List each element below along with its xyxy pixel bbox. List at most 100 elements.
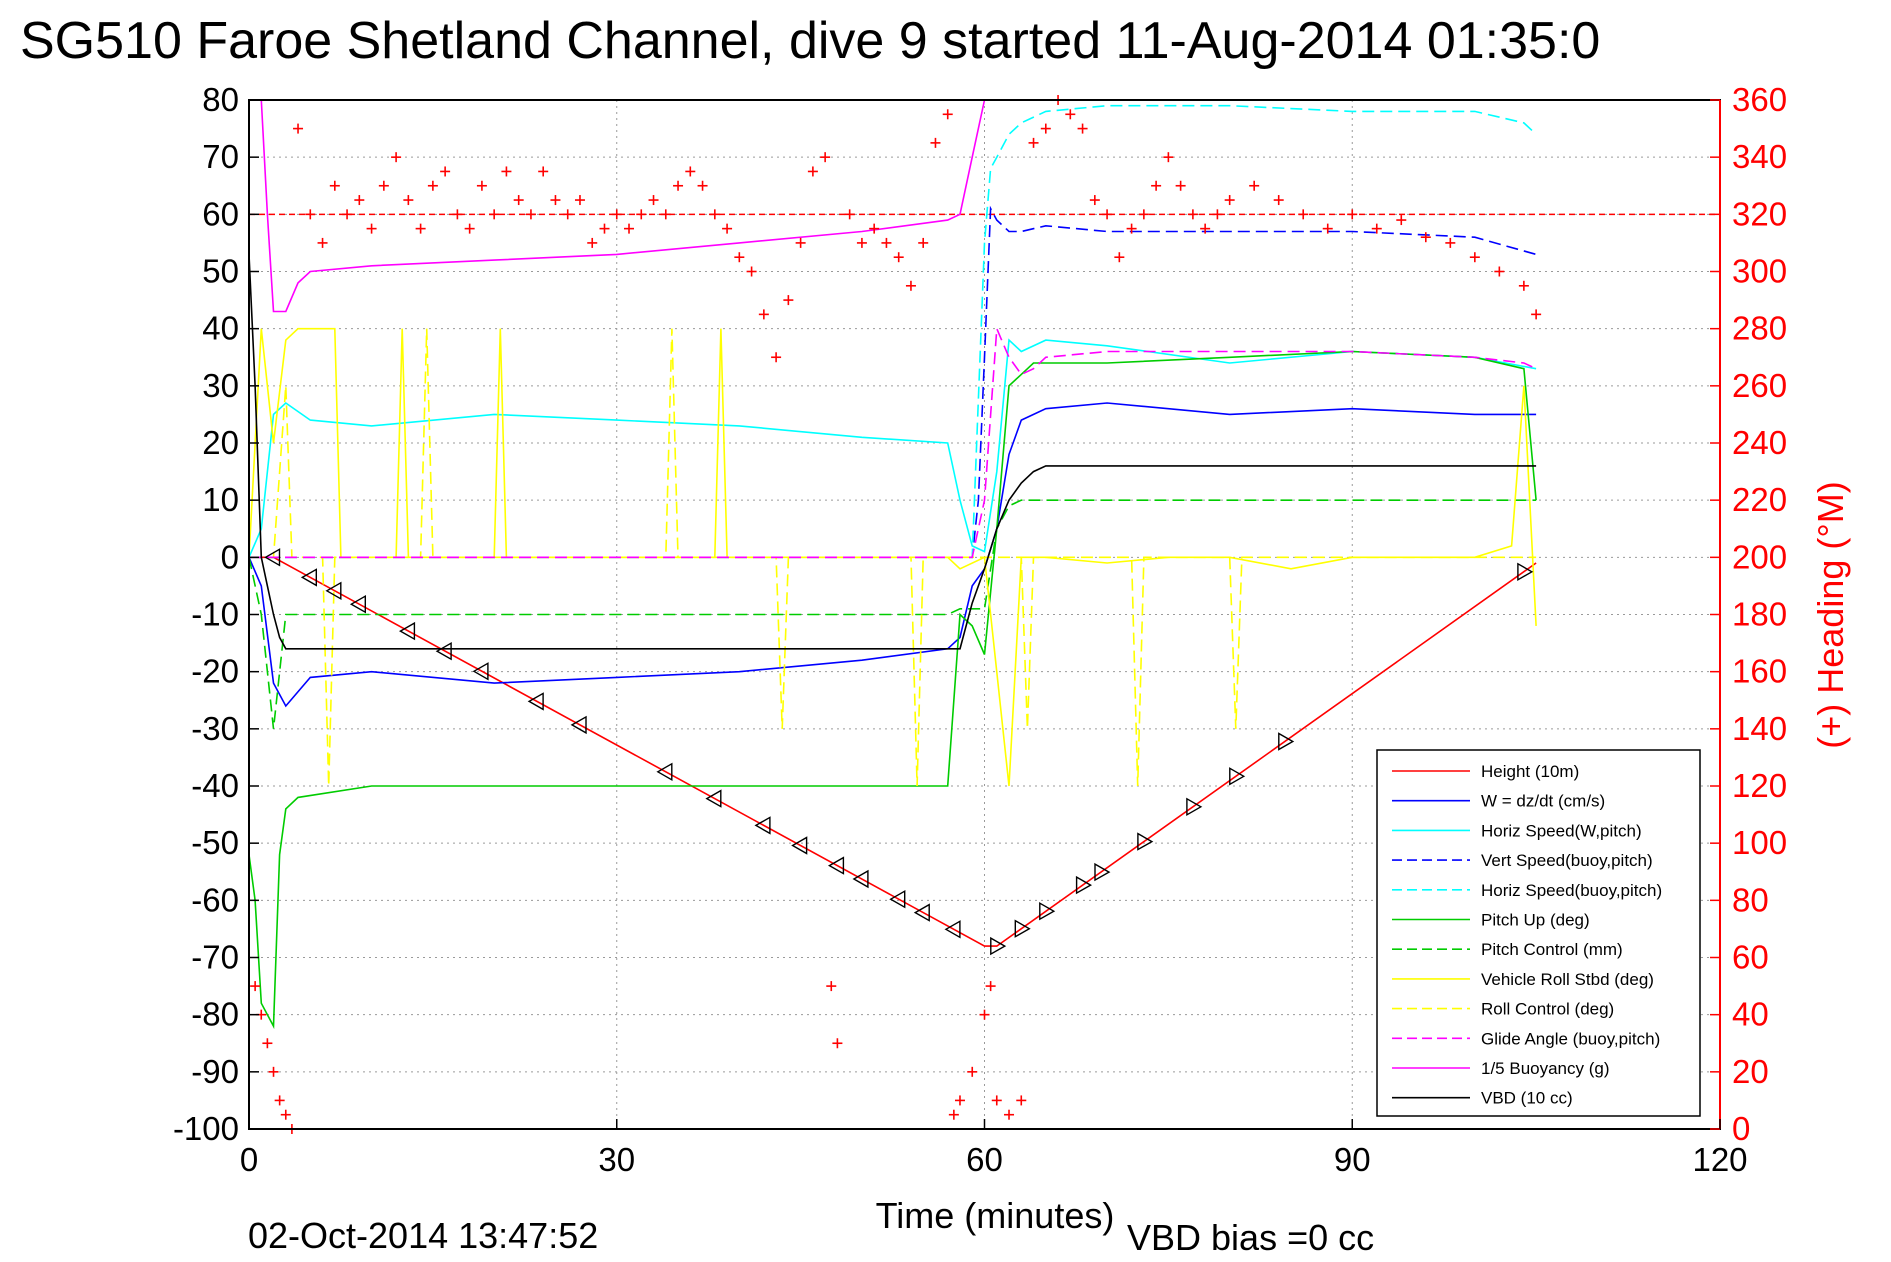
legend-label-3: Vert Speed(buoy,pitch): [1481, 851, 1653, 870]
sample-marker: [1075, 875, 1093, 895]
heading-plus-marker: [550, 195, 561, 206]
legend-label-6: Pitch Control (mm): [1481, 940, 1623, 959]
heading-plus-marker: [930, 137, 941, 148]
heading-plus-marker: [562, 209, 573, 220]
heading-plus-marker: [611, 209, 622, 220]
right-tick-label: 100: [1732, 824, 1787, 861]
sample-marker: [1229, 767, 1246, 786]
sample-marker: [1278, 732, 1295, 751]
left-tick-label: 60: [202, 195, 239, 232]
heading-plus-marker: [1187, 209, 1198, 220]
right-tick-label: 360: [1732, 81, 1787, 118]
heading-plus-marker: [440, 166, 451, 177]
right-tick-label: 240: [1732, 424, 1787, 461]
footer-vbd-bias: VBD bias =0 cc: [1127, 1217, 1374, 1258]
sample-marker: [1014, 919, 1031, 938]
sample-marker: [300, 568, 317, 587]
left-tick-label: 0: [221, 538, 239, 575]
heading-plus-marker: [991, 1095, 1002, 1106]
heading-plus-marker: [354, 195, 365, 206]
heading-plus-marker: [513, 195, 524, 206]
legend-label-7: Vehicle Roll Stbd (deg): [1481, 970, 1654, 989]
heading-plus-marker: [1298, 209, 1309, 220]
sample-marker: [398, 621, 416, 641]
left-tick-label: 70: [202, 138, 239, 175]
heading-plus-marker: [1089, 195, 1100, 206]
left-tick-label: -70: [191, 939, 239, 976]
heading-plus-marker: [366, 223, 377, 234]
heading-plus-marker: [525, 209, 536, 220]
right-tick-label: 140: [1732, 710, 1787, 747]
heading-plus-marker: [250, 981, 261, 992]
heading-plus-marker: [329, 180, 340, 191]
left-tick-label: -10: [191, 596, 239, 633]
sample-marker: [827, 856, 845, 875]
sample-marker: [754, 816, 771, 835]
left-tick-label: -20: [191, 653, 239, 690]
heading-plus-marker: [574, 195, 585, 206]
heading-plus-marker: [820, 152, 831, 163]
right-tick-label: 200: [1732, 538, 1787, 575]
heading-plus-marker: [427, 180, 438, 191]
heading-plus-marker: [1445, 237, 1456, 248]
heading-plus-marker: [262, 1038, 273, 1049]
left-tick-label: 80: [202, 81, 239, 118]
heading-plus-marker: [869, 223, 880, 234]
sample-marker: [264, 548, 281, 567]
left-tick-label: -40: [191, 767, 239, 804]
heading-plus-marker: [293, 123, 304, 134]
heading-plus-marker: [1200, 223, 1211, 234]
x-axis-ticks: 0 30 60 90 120: [240, 1119, 1748, 1178]
heading-plus-marker: [905, 280, 916, 291]
heading-plus-marker: [1175, 180, 1186, 191]
right-tick-label: 260: [1732, 367, 1787, 404]
left-tick-label: -50: [191, 824, 239, 861]
sample-marker: [852, 869, 869, 889]
heading-plus-marker: [624, 223, 635, 234]
right-tick-label: 120: [1732, 767, 1787, 804]
heading-plus-marker: [1040, 123, 1051, 134]
heading-plus-marker: [599, 223, 610, 234]
right-tick-label: 180: [1732, 596, 1787, 633]
x-tick-label: 30: [598, 1141, 635, 1178]
sample-marker: [1039, 901, 1056, 921]
heading-plus-marker: [1126, 223, 1137, 234]
sample-marker: [913, 903, 930, 922]
heading-plus-marker: [538, 166, 549, 177]
series-line-10: [260, 99, 986, 313]
heading-plus-marker: [1273, 195, 1284, 206]
x-tick-label: 60: [966, 1141, 1003, 1178]
right-tick-label: 0: [1732, 1110, 1750, 1147]
heading-plus-marker: [844, 209, 855, 220]
heading-plus-marker: [1531, 309, 1542, 320]
left-tick-label: 50: [202, 253, 239, 290]
heading-plus-marker: [378, 180, 389, 191]
heading-plus-marker: [1163, 152, 1174, 163]
chart-title: SG510 Faroe Shetland Channel, dive 9 sta…: [20, 12, 1600, 70]
series-line-6: [248, 499, 1537, 729]
heading-plus-marker: [893, 252, 904, 263]
sample-markers: [264, 548, 1534, 956]
series-line-0: [249, 556, 1537, 947]
left-tick-label: -90: [191, 1053, 239, 1090]
series-line-4: [249, 104, 1537, 559]
heading-plus-marker: [967, 1066, 978, 1077]
heading-plus-marker: [587, 237, 598, 248]
heading-plus-marker: [1065, 109, 1076, 120]
legend-label-1: W = dz/dt (cm/s): [1481, 792, 1605, 811]
left-tick-label: 40: [202, 310, 239, 347]
heading-plus-marker: [476, 180, 487, 191]
series-line-7: [248, 327, 1537, 787]
legend-label-8: Roll Control (deg): [1481, 1000, 1614, 1019]
sample-marker: [944, 920, 961, 939]
x-tick-label: 90: [1334, 1141, 1371, 1178]
heading-plus-marker: [1016, 1095, 1027, 1106]
heading-plus-marker: [648, 195, 659, 206]
heading-plus-marker: [856, 237, 867, 248]
heading-plus-marker: [985, 981, 996, 992]
right-axis-label: (+) Heading (°M): [1810, 481, 1851, 748]
heading-plus-marker: [948, 1109, 959, 1120]
legend-label-0: Height (10m): [1481, 762, 1579, 781]
heading-plus-marker: [391, 152, 402, 163]
